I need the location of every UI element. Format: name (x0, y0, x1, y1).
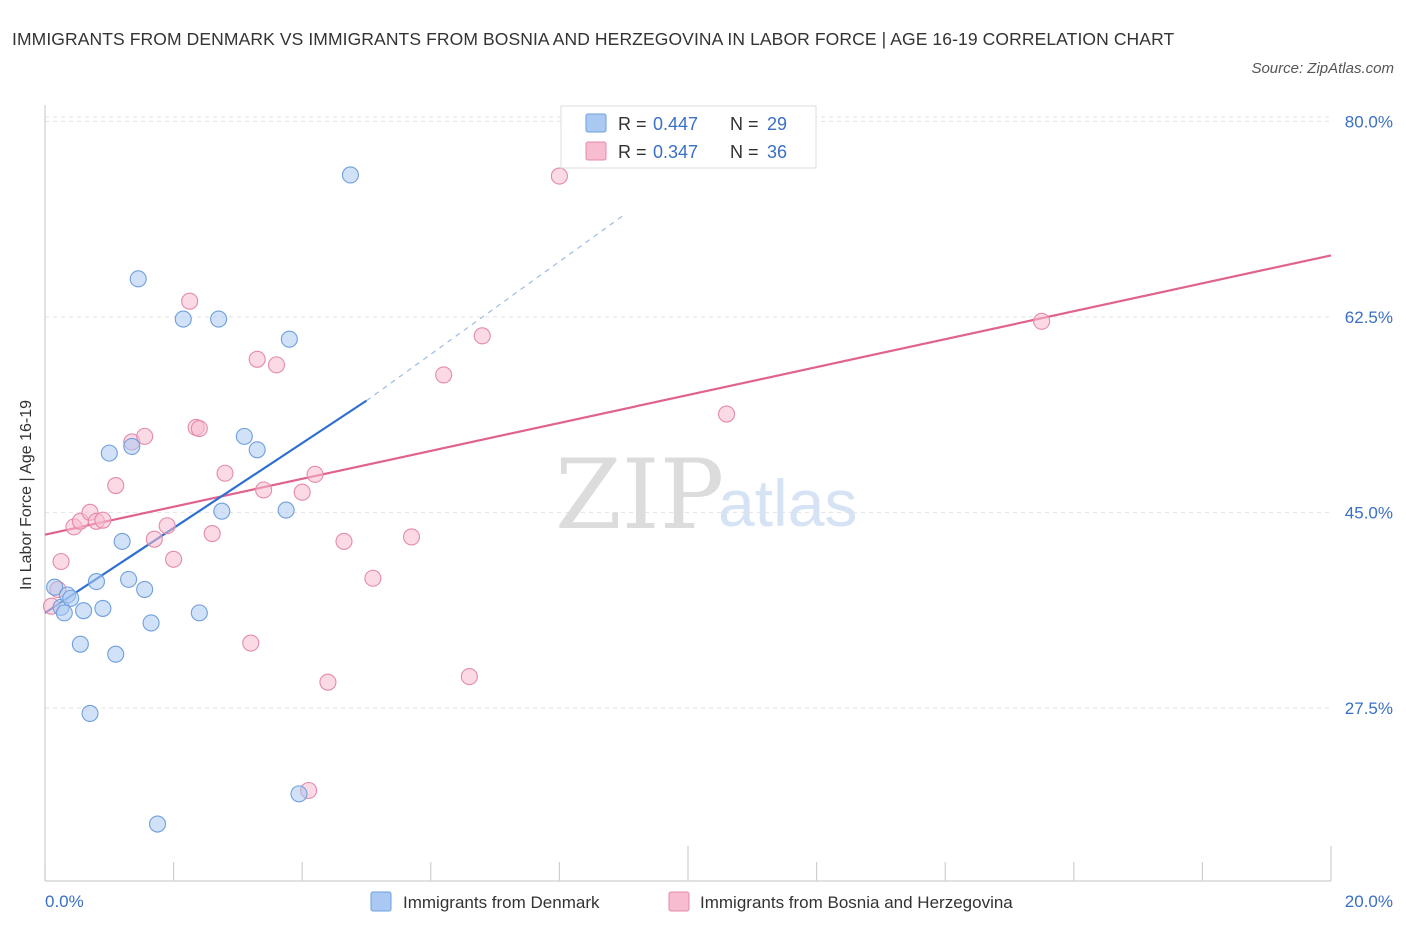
point-bosnia-16 (190, 420, 208, 438)
point-denmark-22 (235, 427, 253, 445)
point-denmark-11 (113, 532, 131, 550)
point-bosnia-13 (165, 550, 183, 568)
point-denmark-12 (120, 570, 138, 588)
trend-lines (44, 214, 1332, 614)
point-bosnia-32 (473, 327, 491, 345)
point-bosnia-14 (181, 292, 199, 310)
legend-r-value-bosnia: 0.347 (653, 142, 698, 162)
grid (45, 116, 1331, 709)
point-bosnia-28 (364, 569, 382, 587)
point-bosnia-25 (306, 465, 324, 483)
legend-n-value-denmark: 29 (767, 114, 787, 134)
point-bosnia-21 (255, 481, 273, 499)
point-bosnia-33 (550, 167, 568, 185)
point-denmark-20 (210, 310, 228, 328)
point-denmark-10 (107, 645, 125, 663)
point-bosnia-35 (1033, 312, 1051, 330)
legend-r-label-bosnia: R = (618, 142, 647, 162)
point-denmark-6 (81, 704, 99, 722)
point-denmark-9 (100, 444, 118, 462)
series-legend: Immigrants from Denmark Immigrants from … (370, 891, 1013, 912)
point-bosnia-23 (293, 483, 311, 501)
point-bosnia-12 (158, 517, 176, 535)
point-denmark-24 (277, 501, 295, 519)
point-denmark-19 (190, 604, 208, 622)
point-denmark-15 (136, 580, 154, 598)
series-legend-swatch-denmark (370, 891, 392, 912)
legend-r-label-denmark: R = (618, 114, 647, 134)
x-tick-label-min: 0.0% (45, 892, 84, 911)
legend-n-label-bosnia: N = (730, 142, 759, 162)
series-legend-swatch-bosnia (668, 891, 690, 912)
point-denmark-0 (46, 578, 64, 596)
point-denmark-16 (142, 614, 160, 632)
point-denmark-23 (248, 441, 266, 459)
legend-swatch-bosnia (585, 141, 607, 161)
point-denmark-25 (280, 330, 298, 348)
point-denmark-26 (290, 785, 308, 803)
legend-r-value-denmark: 0.447 (653, 114, 698, 134)
point-denmark-5 (75, 602, 93, 620)
y-tick-label-2: 62.5% (1345, 308, 1393, 327)
trend-line-denmark-extension (366, 214, 625, 402)
point-bosnia-8 (107, 476, 125, 495)
point-bosnia-29 (402, 528, 421, 546)
series-legend-label-bosnia: Immigrants from Bosnia and Herzegovina (700, 893, 1013, 912)
series-legend-label-denmark: Immigrants from Denmark (403, 893, 600, 912)
point-denmark-21 (213, 502, 231, 520)
point-bosnia-18 (216, 464, 234, 482)
point-bosnia-7 (94, 511, 112, 529)
point-denmark-28 (55, 604, 73, 622)
point-denmark-27 (341, 166, 359, 184)
point-bosnia-17 (203, 525, 221, 543)
point-bosnia-34 (718, 405, 736, 423)
y-tick-label-0: 27.5% (1345, 699, 1393, 718)
point-denmark-18 (174, 310, 192, 328)
point-bosnia-31 (460, 668, 478, 686)
legend-n-label-denmark: N = (730, 114, 759, 134)
point-bosnia-27 (335, 532, 353, 550)
y-tick-label-3: 80.0% (1345, 112, 1393, 131)
point-bosnia-19 (242, 634, 260, 652)
point-denmark-17 (148, 815, 167, 833)
axes (44, 105, 1332, 882)
point-bosnia-2 (52, 552, 70, 571)
correlation-legend: R = 0.447 N = 29 R = 0.347 N = 36 (560, 105, 817, 169)
y-tick-label-1: 45.0% (1345, 503, 1393, 522)
data-points (42, 166, 1051, 833)
point-denmark-13 (123, 437, 141, 455)
point-bosnia-10 (136, 427, 154, 445)
point-bosnia-30 (435, 366, 453, 384)
legend-swatch-denmark (585, 113, 607, 133)
point-denmark-4 (71, 635, 89, 653)
point-denmark-8 (94, 599, 112, 617)
watermark-zip: ZIP (555, 439, 724, 551)
chart-title: IMMIGRANTS FROM DENMARK VS IMMIGRANTS FR… (12, 29, 1175, 49)
legend-n-value-bosnia: 36 (767, 142, 787, 162)
point-bosnia-26 (319, 673, 337, 691)
point-denmark-3 (62, 589, 80, 607)
y-tick-labels: 27.5% 45.0% 62.5% 80.0% (1345, 112, 1393, 718)
x-tick-label-max: 20.0% (1345, 892, 1393, 911)
point-bosnia-11 (145, 530, 163, 548)
chart-source: Source: ZipAtlas.com (1251, 60, 1394, 77)
point-bosnia-20 (248, 350, 266, 368)
point-denmark-14 (129, 270, 147, 288)
point-denmark-7 (87, 573, 105, 591)
point-bosnia-22 (267, 356, 286, 374)
watermark-atlas: atlas (718, 466, 857, 540)
